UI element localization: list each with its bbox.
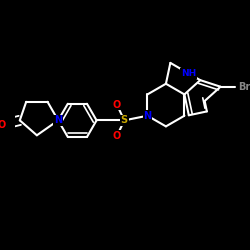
Text: S: S [121, 115, 128, 125]
Text: O: O [113, 100, 121, 110]
Text: O: O [0, 120, 5, 130]
Text: NH: NH [181, 69, 196, 78]
Text: Br: Br [238, 82, 250, 92]
Text: N: N [144, 111, 152, 121]
Text: O: O [113, 131, 121, 141]
Text: N: N [54, 115, 62, 125]
